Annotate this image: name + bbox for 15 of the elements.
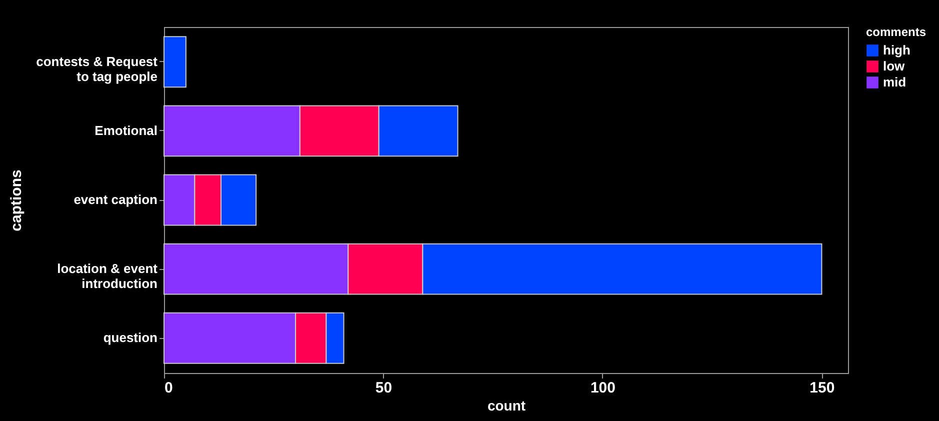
y-axis-title: captions <box>8 170 26 232</box>
x-tick-label: 0 <box>164 380 173 396</box>
y-tick-label: contests & Request to tag people <box>36 54 158 84</box>
y-tick-label: question <box>103 330 158 346</box>
y-tick-label: event caption <box>74 192 158 207</box>
x-tick-label: 50 <box>375 380 392 396</box>
legend-title: comments <box>866 25 926 39</box>
legend-label: low <box>883 58 906 74</box>
legend-label: mid <box>883 74 906 90</box>
x-axis-title: count <box>487 398 526 414</box>
x-tick-label: 150 <box>810 380 835 396</box>
x-tick-label: 100 <box>590 380 616 396</box>
y-tick-label: location & event introduction <box>57 261 158 292</box>
legend-label: high <box>883 42 910 58</box>
y-tick-label: Emotional <box>94 122 158 138</box>
